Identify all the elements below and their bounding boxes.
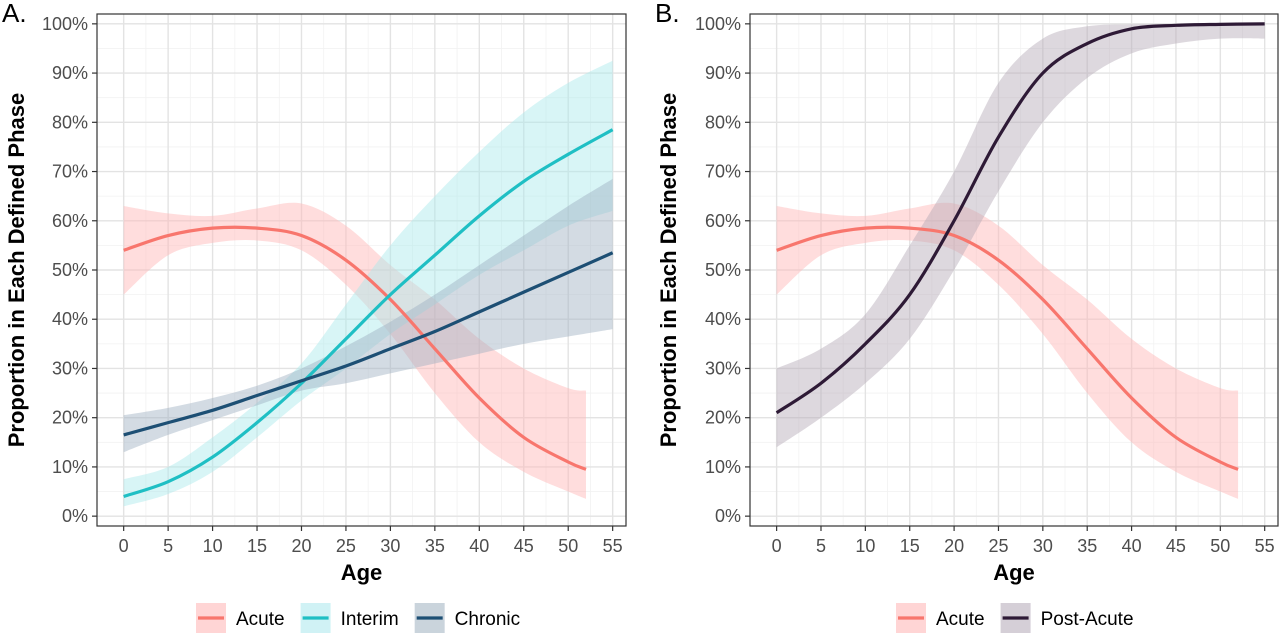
legend: Acute Post-Acute — [896, 603, 1134, 633]
x-tick-label: 25 — [988, 536, 1008, 556]
x-tick-label: 50 — [1210, 536, 1230, 556]
legend-item-post-acute: Post-Acute — [1000, 603, 1134, 633]
x-tick-label: 15 — [247, 536, 267, 556]
x-axis-title: Age — [993, 560, 1035, 585]
confidence-band-acute — [123, 202, 586, 499]
legend-item-chronic: Chronic — [414, 603, 520, 633]
y-tick-label: 50% — [52, 260, 88, 280]
confidence-band-post-acute — [776, 23, 1265, 448]
x-tick-label: 40 — [1122, 536, 1142, 556]
series-line-acute — [123, 225, 587, 471]
y-tick-label: 60% — [52, 211, 88, 231]
y-tick-label: 30% — [52, 358, 88, 378]
x-tick-label: 10 — [203, 536, 223, 556]
x-tick-label: 0 — [772, 536, 782, 556]
x-axis-title: Age — [341, 560, 383, 585]
panel-b: 0 5 10 15 20 25 30 35 40 45 50 55 0% 10% 20% 30% 40% 50% 6… — [655, 0, 1279, 633]
x-tick-label: 35 — [425, 536, 445, 556]
x-tick-label: 55 — [603, 536, 623, 556]
y-tick-label: 80% — [52, 112, 88, 132]
y-tick-label: 60% — [705, 211, 741, 231]
x-tick-label: 30 — [1033, 536, 1053, 556]
legend-label: Chronic — [455, 609, 520, 630]
x-tick-label: 55 — [1255, 536, 1275, 556]
legend-label: Post-Acute — [1041, 609, 1134, 630]
y-axis-title: Proportion in Each Defined Phase — [656, 93, 681, 448]
gridlines — [97, 14, 626, 526]
x-tick-label: 45 — [1166, 536, 1186, 556]
x-tick-label: 50 — [558, 536, 578, 556]
y-tick-label: 70% — [52, 162, 88, 182]
y-tick-label: 0% — [715, 506, 741, 526]
y-tick-label: 80% — [705, 112, 741, 132]
confidence-band-chronic — [123, 178, 613, 453]
y-tick-label: 20% — [705, 408, 741, 428]
legend-label: Acute — [236, 609, 285, 630]
confidence-band-interim — [123, 60, 613, 507]
confidence-band-acute — [776, 202, 1239, 499]
x-tick-label: 25 — [336, 536, 356, 556]
y-tick-label: 100% — [42, 14, 88, 34]
y-tick-label: 10% — [705, 457, 741, 477]
x-tick-label: 45 — [514, 536, 534, 556]
y-tick-label: 30% — [705, 358, 741, 378]
legend-item-acute: Acute — [196, 603, 285, 633]
series-line-acute — [776, 225, 1239, 471]
panel-label: A. — [2, 0, 27, 28]
x-tick-label: 20 — [291, 536, 311, 556]
panel-label: B. — [655, 0, 680, 28]
x-tick-label: 20 — [944, 536, 964, 556]
x-tick-label: 5 — [816, 536, 826, 556]
legend: Acute Interim Chronic — [196, 603, 520, 633]
y-tick-label: 40% — [52, 309, 88, 329]
x-tick-label: 0 — [119, 536, 129, 556]
x-tick-label: 40 — [469, 536, 489, 556]
y-tick-label: 100% — [695, 14, 741, 34]
x-tick-label: 10 — [855, 536, 875, 556]
y-tick-label: 20% — [52, 408, 88, 428]
gridlines — [750, 14, 1278, 526]
series-line-interim — [123, 128, 614, 498]
y-tick-label: 70% — [705, 162, 741, 182]
x-tick-label: 30 — [380, 536, 400, 556]
y-tick-label: 90% — [705, 63, 741, 83]
x-tick-label: 35 — [1077, 536, 1097, 556]
series-line-chronic — [123, 251, 614, 437]
x-tick-label: 15 — [900, 536, 920, 556]
y-tick-label: 50% — [705, 260, 741, 280]
y-tick-label: 90% — [52, 63, 88, 83]
y-tick-label: 10% — [52, 457, 88, 477]
y-axis-title: Proportion in Each Defined Phase — [4, 93, 29, 448]
y-tick-label: 0% — [62, 506, 88, 526]
panel-a: 0 5 10 15 20 25 30 35 40 45 50 55 0% 10% 20% 30% 40% 50% 6… — [2, 0, 627, 633]
legend-label: Interim — [341, 609, 399, 630]
y-tick-label: 40% — [705, 309, 741, 329]
series-line-post-acute — [775, 22, 1265, 415]
legend-item-interim: Interim — [300, 603, 399, 633]
legend-item-acute: Acute — [896, 603, 985, 633]
x-tick-label: 5 — [163, 536, 173, 556]
legend-label: Acute — [936, 609, 985, 630]
